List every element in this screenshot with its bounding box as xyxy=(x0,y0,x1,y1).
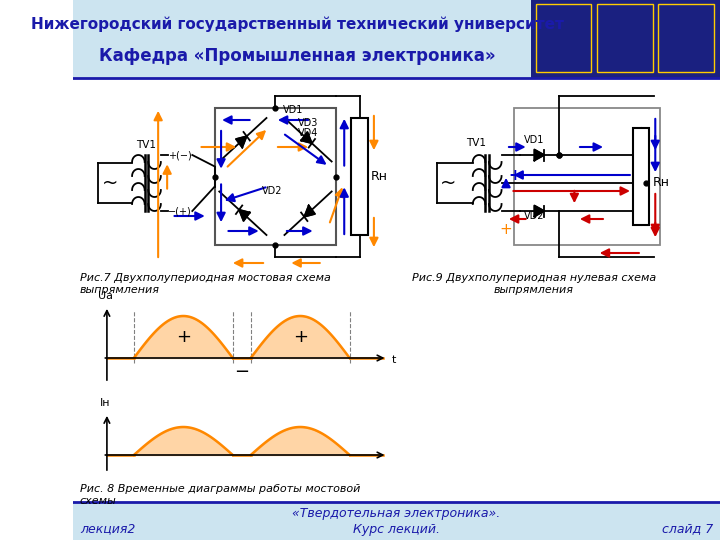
Text: Ua: Ua xyxy=(98,291,112,301)
Bar xyxy=(597,4,652,72)
Text: +: + xyxy=(176,328,191,346)
Text: Курс лекций.: Курс лекций. xyxy=(353,523,440,536)
Polygon shape xyxy=(534,150,544,160)
Text: +: + xyxy=(293,328,307,346)
Text: Рис.7 Двухполупериодная мостовая схема
выпрямления: Рис.7 Двухполупериодная мостовая схема в… xyxy=(80,273,330,295)
Text: VD1: VD1 xyxy=(524,135,544,145)
Text: «Твердотельная электроника».: «Твердотельная электроника». xyxy=(292,508,500,521)
Polygon shape xyxy=(239,210,250,221)
Text: VD3: VD3 xyxy=(298,118,319,128)
Text: Rн: Rн xyxy=(652,177,670,190)
Text: ~: ~ xyxy=(102,173,119,192)
Text: Рис. 8 Временные диаграммы работы мостовой
схемы: Рис. 8 Временные диаграммы работы мостов… xyxy=(80,484,360,505)
Polygon shape xyxy=(301,132,312,143)
Text: VD2: VD2 xyxy=(262,186,282,197)
Text: ~: ~ xyxy=(441,173,456,192)
Bar xyxy=(633,128,649,225)
Bar xyxy=(73,0,720,78)
Text: VD4: VD4 xyxy=(298,128,319,138)
Text: −: − xyxy=(234,363,249,381)
Text: Iн: Iн xyxy=(100,398,110,408)
Text: лекция2: лекция2 xyxy=(80,523,135,536)
Text: Кафедра «Промышленная электроника»: Кафедра «Промышленная электроника» xyxy=(99,47,496,65)
Text: Rн: Rн xyxy=(372,170,388,183)
Polygon shape xyxy=(534,206,544,217)
Text: TV1: TV1 xyxy=(137,140,156,150)
Text: VD1: VD1 xyxy=(283,105,303,115)
Text: +: + xyxy=(509,167,521,183)
Bar xyxy=(531,0,720,78)
Text: VD2: VD2 xyxy=(524,211,544,221)
Bar xyxy=(658,4,714,72)
Bar xyxy=(351,118,368,235)
Polygon shape xyxy=(305,206,315,217)
Text: Рис.9 Двухполупериодная нулевая схема
выпрямления: Рис.9 Двухполупериодная нулевая схема вы… xyxy=(412,273,656,295)
Text: +(−): +(−) xyxy=(168,150,192,160)
Text: t: t xyxy=(392,355,396,365)
Text: −(+): −(+) xyxy=(168,206,192,216)
Bar xyxy=(536,4,591,72)
Bar xyxy=(73,502,720,540)
Bar xyxy=(215,108,336,245)
Text: TV1: TV1 xyxy=(467,138,487,148)
Text: +: + xyxy=(500,221,513,237)
Bar xyxy=(514,108,660,245)
Polygon shape xyxy=(236,136,247,147)
Text: слайд 7: слайд 7 xyxy=(662,523,713,536)
Text: Нижегородский государственный технический университет: Нижегородский государственный технически… xyxy=(31,16,564,32)
